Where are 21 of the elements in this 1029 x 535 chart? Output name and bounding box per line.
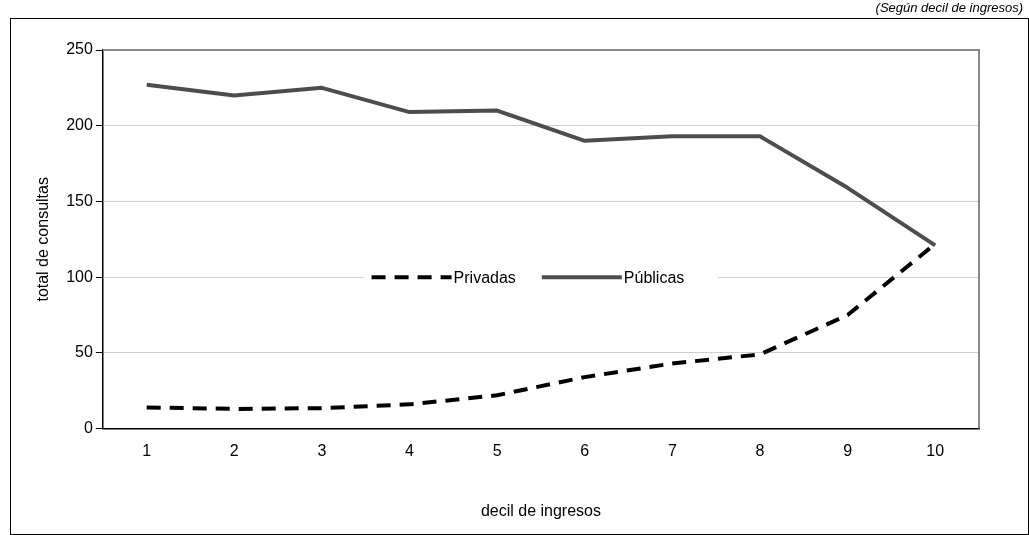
x-tick-label: 1 — [142, 441, 152, 459]
legend-label: Privadas — [453, 268, 516, 286]
y-tick-label: 150 — [66, 191, 93, 209]
x-tick-label: 9 — [843, 441, 853, 459]
x-tick-label: 2 — [229, 441, 239, 459]
x-tick-label: 8 — [755, 441, 765, 459]
x-axis-title: decil de ingresos — [480, 501, 601, 519]
y-tick-label: 50 — [75, 343, 93, 361]
x-tick-label: 10 — [926, 441, 945, 459]
x-tick-label: 6 — [580, 441, 590, 459]
x-tick-label: 5 — [492, 441, 502, 459]
x-tick-label: 4 — [405, 441, 415, 459]
x-tick-label: 3 — [317, 441, 327, 459]
x-tick-label: 7 — [667, 441, 677, 459]
y-tick-label: 250 — [66, 40, 93, 58]
y-axis-title: total de consultas — [34, 177, 52, 302]
chart-subtitle: (Según decil de ingresos) — [875, 0, 1023, 15]
legend-label: Públicas — [623, 268, 685, 286]
y-tick-label: 0 — [83, 419, 93, 437]
y-tick-label: 100 — [66, 267, 93, 285]
y-tick-label: 200 — [66, 116, 93, 134]
